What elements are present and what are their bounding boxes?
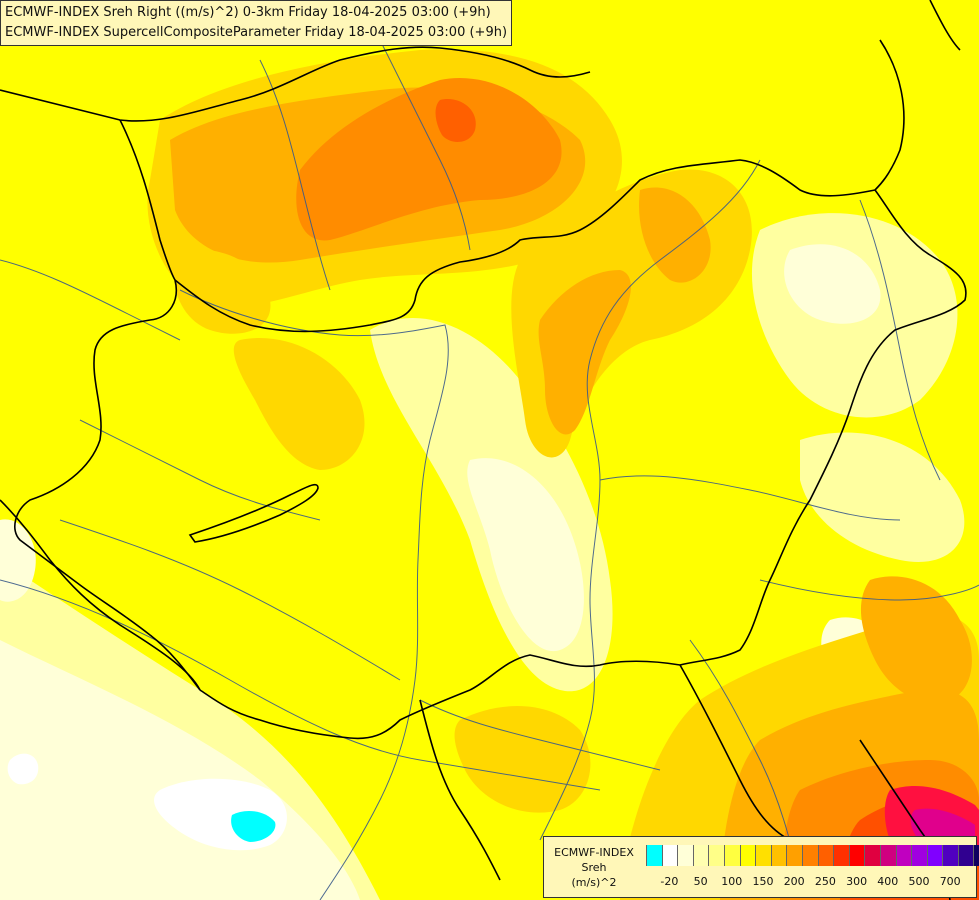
white-patch-southwest-2 (7, 753, 39, 785)
legend-swatch (973, 845, 979, 866)
orange-region-southcentral (454, 706, 591, 813)
legend-tick-label: 400 (877, 875, 899, 888)
orange-region-west-2 (174, 249, 271, 334)
legend-tick-label: 50 (693, 875, 708, 888)
legend-swatch (677, 845, 693, 866)
legend-color-bar (646, 845, 979, 866)
legend-tick-label: 300 (846, 875, 868, 888)
river-south-1 (419, 699, 661, 771)
legend-swatch (895, 845, 912, 866)
very-pale-region-center (467, 458, 584, 652)
border-south-1 (419, 699, 501, 881)
river-east-2 (759, 579, 979, 601)
river-west-1 (79, 419, 321, 521)
legend-swatch (817, 845, 834, 866)
legend-swatch (661, 845, 678, 866)
legend-swatch (739, 845, 756, 866)
legend-tick-label: 150 (752, 875, 774, 888)
legend-tick-label: 100 (721, 875, 743, 888)
river-north-1 (259, 59, 331, 291)
legend-tick-labels: -20 50 100 150 200 250 300 400 500 700 (646, 875, 976, 891)
border-northeast (929, 0, 961, 51)
dark-orange-region-north (296, 78, 562, 241)
legend-tick-label: 250 (814, 875, 836, 888)
legend-swatch (926, 845, 943, 866)
legend-swatch (957, 845, 974, 866)
orange-streak-northeast (639, 187, 711, 283)
border-east-upper (874, 39, 905, 191)
legend-swatch (801, 845, 818, 866)
orange-region-west (233, 338, 365, 470)
legend-swatch (848, 845, 865, 866)
river-north-2 (379, 39, 471, 251)
border-north-1 (0, 46, 591, 122)
legend-title-line2: Sreh (581, 861, 607, 874)
map-title-line1: ECMWF-INDEX Sreh Right ((m/s)^2) 0-3km F… (5, 5, 491, 20)
very-pale-region-east (784, 244, 881, 324)
legend-swatch (755, 845, 771, 866)
legend-title-line1: ECMWF-INDEX (554, 846, 634, 859)
border-south-2 (679, 664, 791, 841)
border-hungary-east (679, 189, 967, 666)
legend-swatch (833, 845, 849, 866)
river-northwest (0, 259, 181, 341)
legend-tick-label: 500 (908, 875, 930, 888)
river-east-3 (859, 199, 941, 481)
legend-swatch (879, 845, 896, 866)
legend-swatch (864, 845, 880, 866)
border-lake-balaton (188, 483, 319, 543)
legend-swatch (723, 845, 740, 866)
legend-tick-label: -20 (660, 875, 679, 888)
pale-region-southeast (800, 432, 965, 562)
legend-swatch (911, 845, 927, 866)
legend-swatch (942, 845, 958, 866)
legend-tick-label: 700 (939, 875, 961, 888)
river-danube (179, 289, 449, 900)
river-drava (59, 519, 401, 681)
river-east-1 (599, 475, 901, 521)
pale-spot-left (0, 519, 36, 602)
border-hungary-west (14, 279, 201, 691)
legend-title: ECMWF-INDEX Sreh (m/s)^2 (548, 845, 640, 890)
rivers (0, 39, 979, 900)
red-orange-core-north (435, 99, 476, 142)
border-west-1 (0, 499, 201, 691)
legend-tick-label: 200 (783, 875, 805, 888)
cyan-patch-southwest (231, 810, 276, 842)
border-hungary-south (199, 654, 681, 740)
dark-orange-region-northeast (538, 270, 631, 435)
border-hungary-north (174, 159, 876, 333)
legend-swatch (770, 845, 787, 866)
legend-swatch (646, 845, 662, 866)
border-northwest (119, 119, 176, 281)
legend-swatch (786, 845, 802, 866)
legend-title-line3: (m/s)^2 (571, 876, 617, 889)
legend-swatch (708, 845, 724, 866)
legend-swatch (692, 845, 709, 866)
color-legend: ECMWF-INDEX Sreh (m/s)^2 -20 50 100 150 200 2… (543, 836, 979, 898)
orange-east-edge (860, 576, 972, 703)
map-title-box: ECMWF-INDEX Sreh Right ((m/s)^2) 0-3km F… (0, 0, 513, 46)
map-title-line2: ECMWF-INDEX SupercellCompositeParameter … (5, 25, 508, 40)
